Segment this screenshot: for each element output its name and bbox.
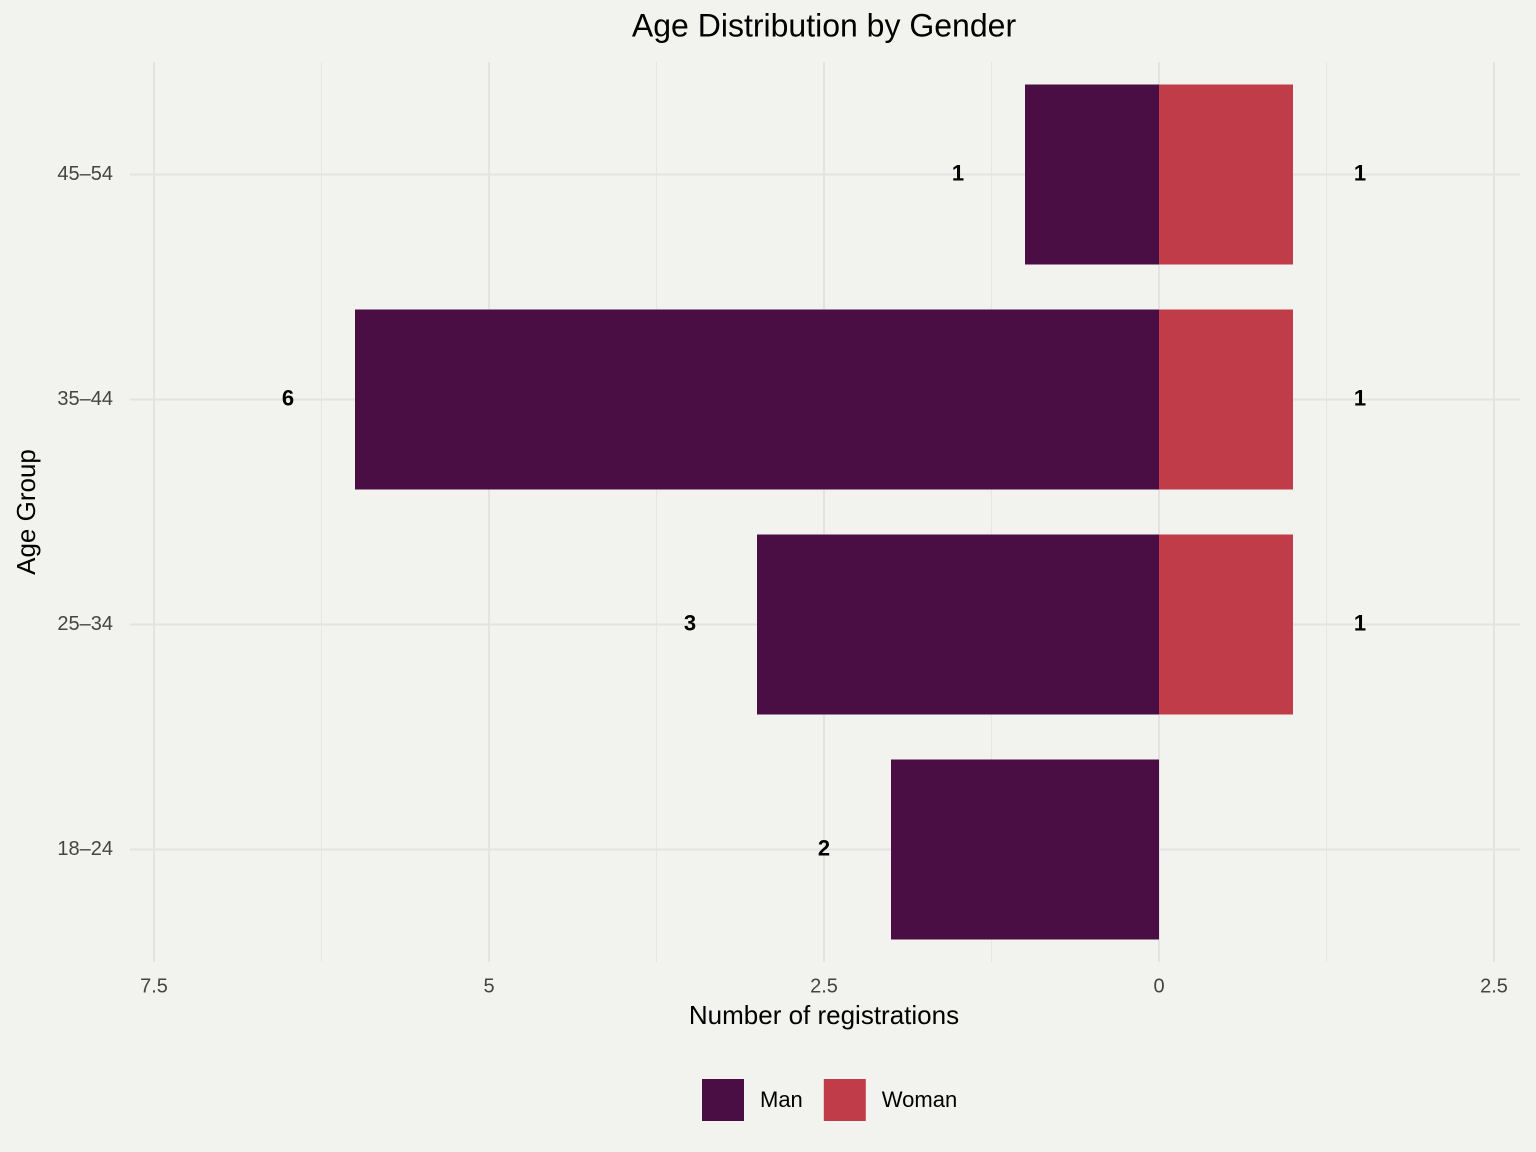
y-tick-label: 45–54 xyxy=(57,163,113,185)
x-tick-label: 5 xyxy=(483,975,494,997)
data-label: 1 xyxy=(952,160,964,185)
legend-swatch xyxy=(702,1079,744,1121)
y-tick-label: 18–24 xyxy=(57,838,113,860)
bar xyxy=(1159,534,1293,715)
data-label: 2 xyxy=(818,835,830,860)
data-label: 3 xyxy=(684,610,696,635)
data-label: 1 xyxy=(1354,385,1366,410)
y-tick-label: 35–44 xyxy=(57,388,113,410)
x-tick-label: 2.5 xyxy=(1480,975,1508,997)
legend-label: Woman xyxy=(882,1087,957,1112)
x-tick-label: 7.5 xyxy=(140,975,168,997)
data-label: 1 xyxy=(1354,160,1366,185)
legend-label: Man xyxy=(760,1087,803,1112)
legend-swatch xyxy=(823,1079,866,1121)
bar xyxy=(1025,84,1159,265)
chart-title: Age Distribution by Gender xyxy=(632,7,1017,43)
x-tick-label: 2.5 xyxy=(810,975,838,997)
bar xyxy=(757,534,1159,715)
bar xyxy=(891,759,1159,940)
x-tick-label: 0 xyxy=(1153,975,1164,997)
bar xyxy=(1159,84,1293,265)
data-label: 1 xyxy=(1354,610,1366,635)
data-label: 6 xyxy=(282,385,294,410)
bar xyxy=(1159,309,1293,490)
bar xyxy=(355,309,1159,490)
x-axis-label: Number of registrations xyxy=(689,1000,959,1030)
y-tick-label: 25–34 xyxy=(57,613,113,635)
y-axis-label: Age Group xyxy=(11,449,41,575)
